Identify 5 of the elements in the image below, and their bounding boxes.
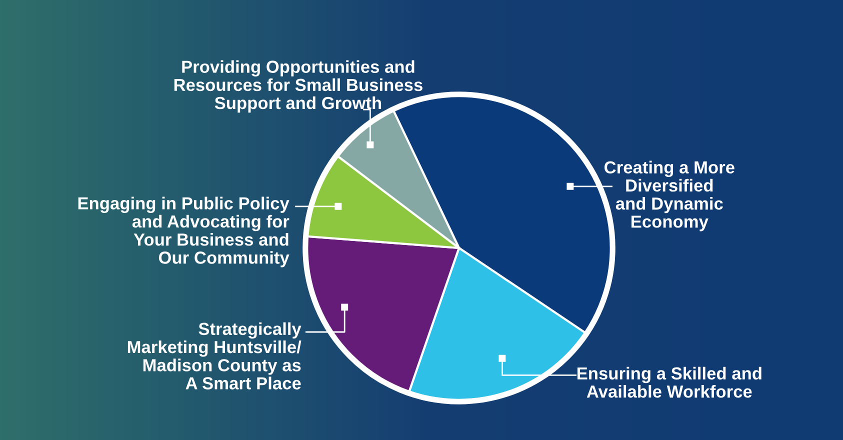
slice-label: Strategically Marketing Huntsville/ Madison County as A Smart Place: [128, 322, 302, 390]
slice-label: Engaging in Public Policy and Advocating for Your Business and Our Community: [78, 196, 290, 268]
legend-label: Creating a More Diversified and Dynamic Economy: [604, 160, 734, 232]
slice-label: Providing Opportunities and Resources for Small Business Support and Growth: [174, 60, 422, 113]
slice-label: Ensuring a Skilled and Available Workforce: [577, 366, 762, 398]
